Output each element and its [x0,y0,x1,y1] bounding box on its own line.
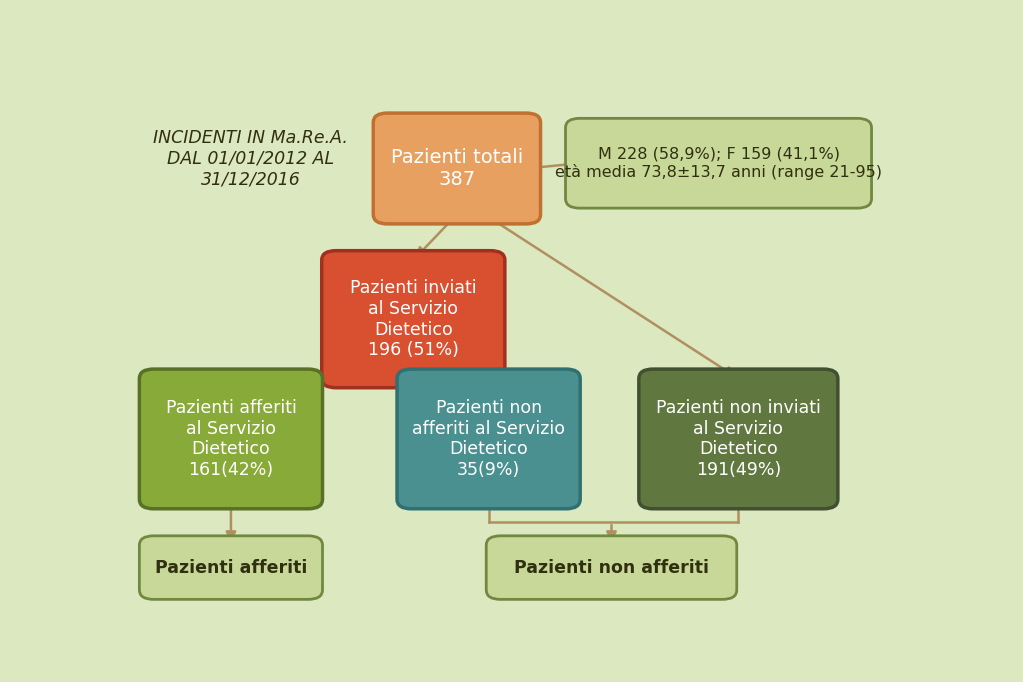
Text: Pazienti totali
387: Pazienti totali 387 [391,148,523,189]
Text: Pazienti non inviati
al Servizio
Dietetico
191(49%): Pazienti non inviati al Servizio Dieteti… [656,399,820,479]
FancyBboxPatch shape [566,119,872,208]
Text: M 228 (58,9%); F 159 (41,1%)
età media 73,8±13,7 anni (range 21-95): M 228 (58,9%); F 159 (41,1%) età media 7… [555,147,882,180]
FancyBboxPatch shape [486,536,737,599]
Text: Pazienti afferiti: Pazienti afferiti [154,559,307,576]
FancyBboxPatch shape [139,369,322,509]
FancyBboxPatch shape [397,369,580,509]
FancyBboxPatch shape [373,113,540,224]
Text: INCIDENTI IN Ma.Re.A.
DAL 01/01/2012 AL
31/12/2016: INCIDENTI IN Ma.Re.A. DAL 01/01/2012 AL … [153,129,348,189]
Text: Pazienti non afferiti: Pazienti non afferiti [514,559,709,576]
FancyBboxPatch shape [321,251,505,388]
Text: Pazienti non
afferiti al Servizio
Dietetico
35(9%): Pazienti non afferiti al Servizio Dietet… [412,399,565,479]
Text: Pazienti afferiti
al Servizio
Dietetico
161(42%): Pazienti afferiti al Servizio Dietetico … [166,399,297,479]
FancyBboxPatch shape [638,369,838,509]
Text: Pazienti inviati
al Servizio
Dietetico
196 (51%): Pazienti inviati al Servizio Dietetico 1… [350,279,477,359]
FancyBboxPatch shape [139,536,322,599]
